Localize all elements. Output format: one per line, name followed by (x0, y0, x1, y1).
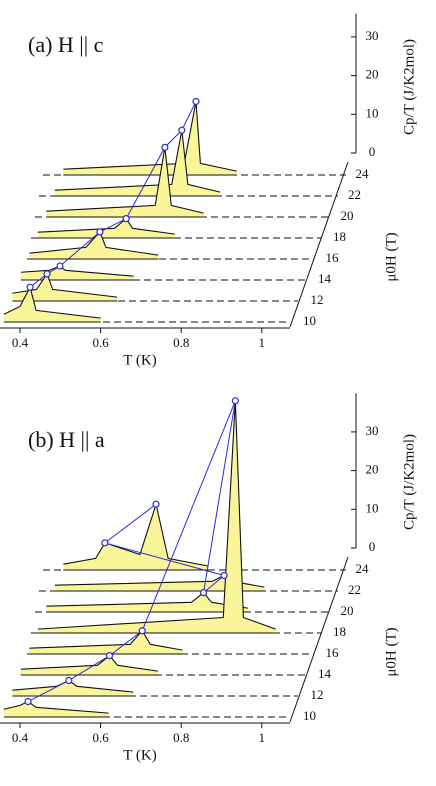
x-tick-label: 1 (259, 730, 266, 745)
peak-marker (43, 270, 51, 278)
curve-fill (20, 655, 158, 675)
y-tick-label: 18 (333, 229, 346, 244)
panel-label: (b) H || a (28, 427, 105, 452)
z-tick-label: 0 (369, 144, 376, 159)
y-tick-label: 24 (356, 166, 370, 181)
x-axis-title: T (K) (123, 352, 156, 368)
z-tick-label: 10 (366, 105, 379, 120)
y-tick-label: 20 (341, 603, 354, 618)
y-tick-label: 22 (348, 187, 361, 202)
y-tick-label: 22 (348, 582, 361, 597)
y-tick-label: 14 (318, 666, 332, 681)
depth-axis (289, 556, 349, 723)
curve-fill (46, 147, 204, 217)
y-tick-label: 10 (303, 313, 316, 328)
peak-marker (105, 652, 114, 660)
y-tick-label: 16 (326, 250, 340, 265)
peak-marker (65, 676, 73, 685)
curve-fill (63, 504, 209, 570)
z-axis-title: Cp/T (J/K2mol) (401, 434, 417, 530)
x-tick-label: 1 (259, 335, 266, 350)
curve-fill (54, 575, 265, 591)
peak-marker (152, 500, 160, 508)
x-axis-title: T (K) (123, 747, 156, 763)
panel-label: (a) H || c (28, 32, 104, 57)
y-tick-label: 16 (326, 645, 340, 660)
x-tick-label: 0.6 (92, 335, 109, 350)
peak-marker (24, 697, 32, 706)
x-tick-label: 0.4 (12, 730, 29, 745)
peak-marker (122, 215, 130, 223)
x-tick-label: 0.8 (173, 335, 189, 350)
curve-fill (63, 101, 237, 175)
peak-marker (56, 262, 64, 270)
peak-marker (138, 627, 146, 635)
z-tick-label: 20 (366, 462, 379, 477)
peak-marker (192, 97, 200, 106)
panel: (a) H || c 10 12 14 16 18 20 22 24 μ0H (T) 0 10 20 30… (0, 13, 417, 368)
z-axis-title: Cp/T (J/K2mol) (401, 39, 417, 135)
z-tick-label: 10 (366, 500, 379, 515)
curve-fill (37, 218, 175, 238)
peak-marker (199, 589, 208, 597)
curve-fill (46, 592, 248, 612)
y-tick-label: 18 (333, 624, 346, 639)
y-axis-title: μ0H (T) (383, 627, 399, 676)
y-tick-label: 20 (341, 208, 354, 223)
depth-axis (289, 161, 349, 328)
z-tick-label: 30 (366, 28, 379, 43)
curve (63, 101, 237, 172)
peak-marker (96, 228, 104, 236)
curve-fill (3, 287, 101, 322)
curve (63, 502, 209, 567)
z-tick-label: 30 (366, 423, 379, 438)
z-tick-label: 0 (369, 539, 376, 554)
curve-fill (20, 266, 134, 280)
z-tick-label: 20 (366, 67, 379, 82)
curve-fill (29, 231, 159, 259)
x-tick-label: 0.8 (173, 730, 189, 745)
peak-marker (178, 126, 186, 134)
peak-marker (26, 283, 34, 291)
y-tick-label: 12 (311, 687, 324, 702)
peak-marker (161, 143, 169, 151)
x-tick-label: 0.4 (12, 335, 29, 350)
y-axis-title: μ0H (T) (383, 232, 399, 281)
y-tick-label: 10 (303, 708, 316, 723)
curve-fill (29, 630, 183, 654)
peak-marker (101, 539, 109, 547)
y-tick-label: 14 (318, 271, 332, 286)
panel: (b) H || a 10 12 14 16 18 20 22 24 μ0H (T) 0 10 20 30… (0, 393, 417, 763)
peak-marker (231, 397, 239, 405)
y-tick-label: 12 (311, 292, 324, 307)
x-tick-label: 0.6 (92, 730, 109, 745)
peak-marker (220, 571, 228, 580)
curve-fill (12, 680, 134, 696)
y-tick-label: 24 (356, 561, 370, 576)
